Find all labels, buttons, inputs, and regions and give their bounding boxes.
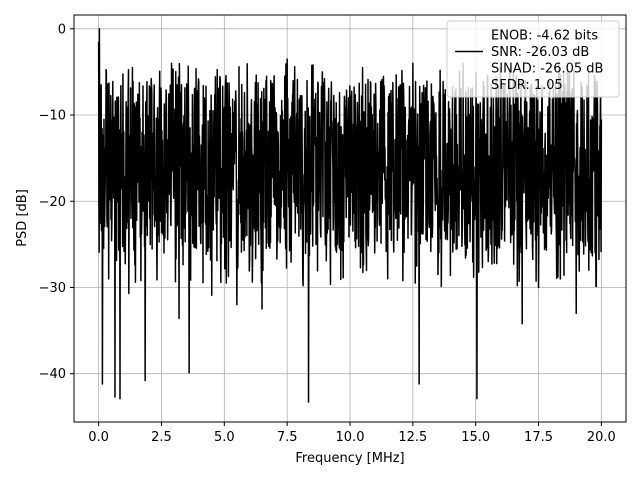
x-tick-label: 15.0 [461,430,490,445]
x-tick-label: 5.0 [214,430,235,445]
y-tick-label: 0 [58,22,66,37]
y-tick-label: −40 [39,367,66,382]
psd-series-line [97,28,603,403]
x-axis-label: Frequency [MHz] [295,451,404,466]
legend-entry: SNR: -26.03 dB [491,45,589,60]
y-tick-label: −20 [39,195,66,210]
x-tick-label: 7.5 [277,430,298,445]
legend-entry: SFDR: 1.05 [491,78,563,93]
x-tick-label: 10.0 [336,430,365,445]
psd-series [97,28,603,403]
x-tick-label: 0.0 [88,430,109,445]
x-tick-label: 17.5 [524,430,553,445]
legend-entry: ENOB: -4.62 bits [491,29,598,44]
y-axis-ticks: 0 −10 −20 −30 −40 [39,22,74,382]
y-axis-label: PSD [dB] [15,189,30,247]
legend-entry: SINAD: -26.05 dB [491,62,603,77]
x-axis-ticks: 0.0 2.5 5.0 7.5 10.0 12.5 15.0 17.5 20.0 [88,422,616,445]
y-tick-label: −30 [39,281,66,296]
y-tick-label: −10 [39,109,66,124]
x-tick-label: 12.5 [398,430,427,445]
x-tick-label: 20.0 [587,430,616,445]
x-tick-label: 2.5 [151,430,172,445]
legend-box [446,20,620,98]
